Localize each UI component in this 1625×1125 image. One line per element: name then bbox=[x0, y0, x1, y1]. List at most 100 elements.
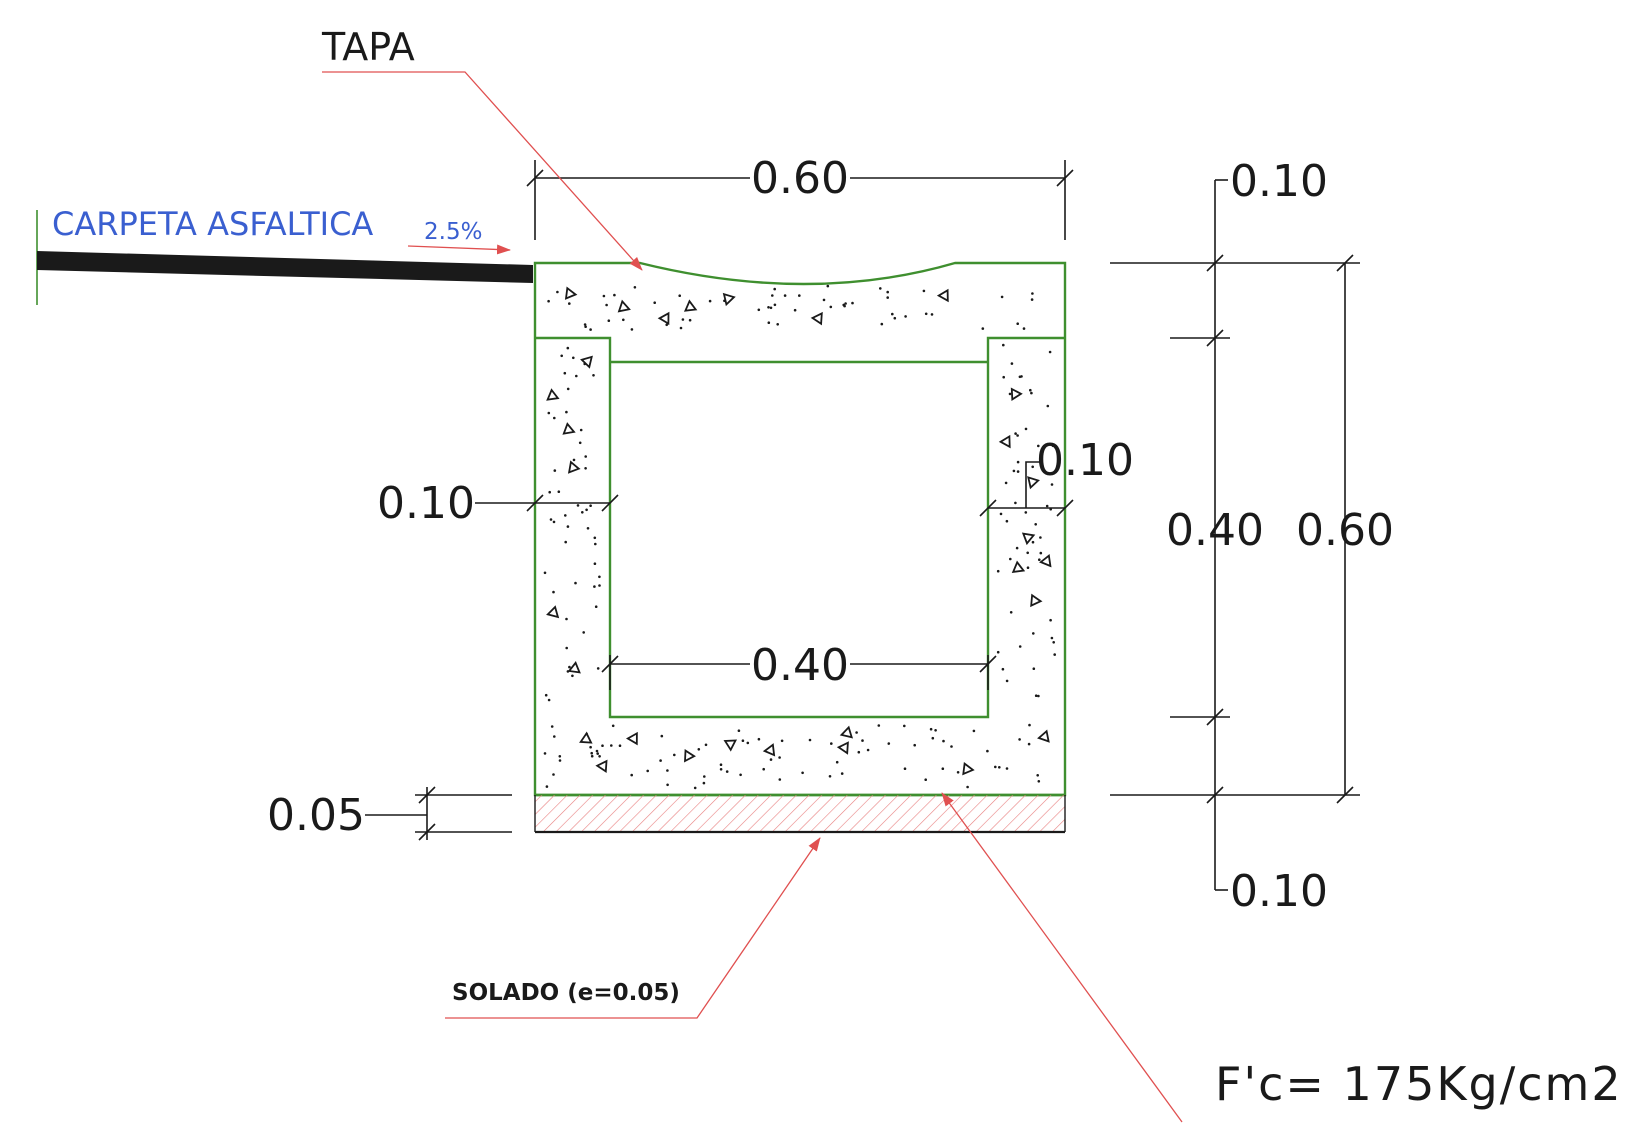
aggregate-dot bbox=[610, 744, 613, 747]
aggregate-dot bbox=[739, 773, 742, 777]
aggregate-dot bbox=[1000, 295, 1004, 299]
aggregate-dot bbox=[1005, 767, 1009, 770]
aggregate-dot bbox=[769, 306, 773, 310]
aggregate-dot bbox=[757, 737, 761, 741]
aggregate-dot bbox=[549, 518, 553, 521]
aggregate-dot bbox=[557, 490, 561, 494]
aggregate-dot bbox=[891, 312, 894, 316]
aggregate-dot bbox=[1008, 392, 1012, 396]
fc-label: F'c= 175Kg/cm2 bbox=[1215, 1057, 1623, 1111]
dim-inner-height-label: 0.40 bbox=[1166, 505, 1264, 556]
aggregate-stone bbox=[936, 288, 949, 303]
aggregate-dot bbox=[659, 759, 662, 762]
aggregate-dot bbox=[776, 323, 779, 326]
aggregate-dot bbox=[564, 514, 567, 517]
dim-right-wall: 0.10 bbox=[979, 435, 1134, 517]
aggregate-dot bbox=[840, 772, 844, 775]
aggregate-dot bbox=[547, 411, 551, 415]
aggregate-dot bbox=[1024, 511, 1028, 514]
aggregate-dot bbox=[575, 374, 578, 378]
aggregate-dot bbox=[998, 766, 1001, 769]
aggregate-dot bbox=[1018, 645, 1022, 648]
aggregate-dot bbox=[1018, 375, 1022, 379]
aggregate-stone bbox=[810, 311, 823, 326]
aggregate-dot bbox=[746, 741, 750, 745]
aggregate-dot bbox=[543, 571, 547, 575]
aggregate-dot bbox=[704, 743, 708, 747]
aggregate-dot bbox=[1037, 694, 1040, 698]
aggregate-dot bbox=[1048, 350, 1052, 354]
aggregate-dot bbox=[1026, 566, 1030, 569]
aggregate-dot bbox=[596, 752, 599, 755]
aggregate-stone bbox=[657, 311, 670, 326]
aggregate-dot bbox=[780, 739, 784, 743]
aggregate-dot bbox=[1029, 388, 1032, 392]
aggregate-dot bbox=[607, 319, 611, 323]
aggregate-dot bbox=[924, 778, 927, 781]
aggregate-stone bbox=[836, 741, 849, 755]
aggregate-dot bbox=[904, 315, 907, 318]
aggregate-dot bbox=[879, 287, 882, 290]
aggregate-dot bbox=[568, 665, 571, 669]
aggregate-dot bbox=[1046, 404, 1050, 408]
aggregate-dot bbox=[1016, 460, 1020, 464]
aggregate-dot bbox=[886, 296, 889, 299]
aggregate-dot bbox=[618, 744, 622, 747]
aggregate-dot bbox=[589, 504, 592, 508]
aggregate-dot bbox=[571, 674, 574, 678]
aggregate-dot bbox=[596, 667, 600, 670]
aggregate-dot bbox=[1036, 774, 1039, 777]
aggregate-dot bbox=[1045, 504, 1049, 508]
aggregate-dot bbox=[1009, 557, 1012, 561]
aggregate-dot bbox=[950, 745, 953, 748]
aggregate-dot bbox=[844, 302, 847, 305]
aggregate-dot bbox=[1005, 519, 1009, 523]
aggregate-dot bbox=[653, 301, 656, 305]
aggregate-stone bbox=[567, 460, 581, 474]
aggregate-dot bbox=[565, 617, 568, 621]
aggregate-dot bbox=[702, 781, 706, 785]
aggregate-dot bbox=[585, 508, 588, 512]
aggregate-dot bbox=[1010, 362, 1014, 365]
aggregate-stone bbox=[580, 355, 593, 369]
aggregate-dot bbox=[956, 771, 960, 774]
asphalt-layer bbox=[36, 210, 533, 305]
aggregate-dot bbox=[578, 441, 582, 445]
dim-vertical-chain: 0.10 0.10 0.40 0.60 bbox=[1110, 156, 1394, 917]
solado-label: SOLADO (e=0.05) bbox=[452, 980, 680, 1006]
dim-inner-width: 0.40 bbox=[601, 640, 997, 691]
aggregate-stone bbox=[595, 759, 608, 774]
aggregate-dot bbox=[762, 767, 765, 771]
aggregate-dot bbox=[1030, 391, 1033, 395]
aggregate-dot bbox=[877, 724, 881, 727]
aggregate-dot bbox=[566, 346, 570, 350]
aggregate-dot bbox=[830, 742, 833, 745]
aggregate-dot bbox=[1034, 694, 1038, 697]
aggregate-dot bbox=[548, 490, 551, 494]
aggregate-dot bbox=[568, 302, 571, 305]
aggregate-stone bbox=[562, 422, 576, 435]
dim-solado: 0.05 bbox=[267, 786, 512, 841]
aggregate-dot bbox=[1031, 292, 1034, 295]
aggregate-dot bbox=[688, 318, 692, 322]
aggregate-dot bbox=[665, 323, 668, 327]
aggregate-dot bbox=[558, 759, 562, 762]
aggregate-dot bbox=[1014, 432, 1017, 435]
aggregate-stone bbox=[546, 388, 560, 401]
aggregate-dot bbox=[666, 769, 669, 772]
aggregate-dot bbox=[589, 745, 592, 749]
dim-total-height-label: 0.60 bbox=[1296, 505, 1394, 556]
aggregate-stone bbox=[1011, 560, 1026, 573]
aggregate-dot bbox=[565, 410, 568, 414]
aggregate-stone bbox=[723, 739, 738, 752]
aggregate-dot bbox=[1026, 551, 1029, 555]
aggregate-dot bbox=[590, 754, 594, 758]
dim-top-slab-label: 0.10 bbox=[1230, 156, 1328, 207]
aggregate-dot bbox=[829, 305, 833, 309]
aggregate-dot bbox=[556, 290, 559, 294]
aggregate-dot bbox=[697, 748, 701, 751]
aggregate-stone bbox=[1037, 729, 1050, 743]
aggregate-dot bbox=[593, 562, 597, 565]
aggregate-dot bbox=[633, 286, 637, 289]
